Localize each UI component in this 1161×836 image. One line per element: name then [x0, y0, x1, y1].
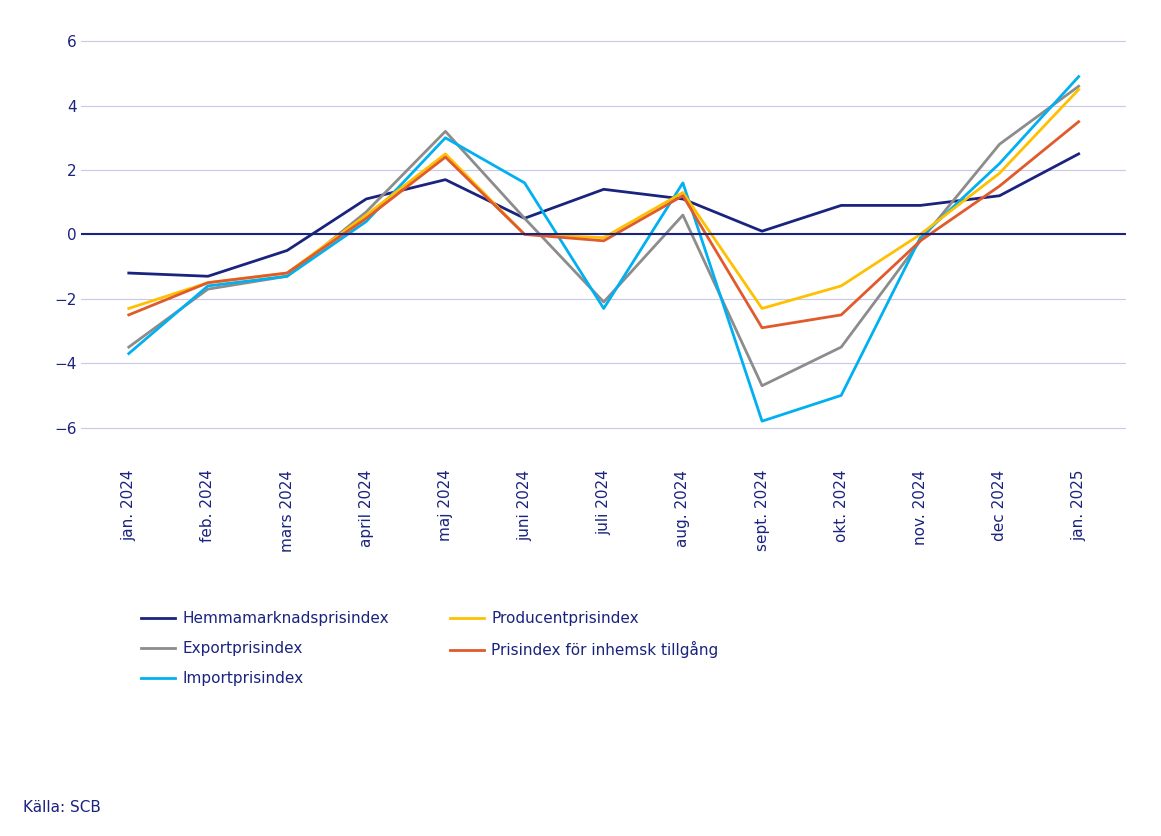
Prisindex för inhemsk tillgång	[1072, 117, 1086, 127]
Exportprisindex	[755, 380, 769, 390]
Prisindex för inhemsk tillgång	[676, 191, 690, 201]
Prisindex för inhemsk tillgång	[914, 236, 928, 246]
Hemmamarknadsprisindex	[359, 194, 373, 204]
Importprisindex	[518, 178, 532, 188]
Prisindex för inhemsk tillgång	[201, 278, 215, 288]
Prisindex för inhemsk tillgång	[359, 213, 373, 223]
Prisindex för inhemsk tillgång	[597, 236, 611, 246]
Prisindex för inhemsk tillgång	[835, 310, 849, 320]
Importprisindex	[676, 178, 690, 188]
Prisindex för inhemsk tillgång	[280, 268, 294, 278]
Exportprisindex	[676, 210, 690, 220]
Line: Prisindex för inhemsk tillgång: Prisindex för inhemsk tillgång	[129, 122, 1079, 328]
Producentprisindex	[122, 303, 136, 314]
Prisindex för inhemsk tillgång	[122, 310, 136, 320]
Hemmamarknadsprisindex	[914, 201, 928, 211]
Importprisindex	[993, 159, 1007, 169]
Prisindex för inhemsk tillgång	[755, 323, 769, 333]
Importprisindex	[201, 281, 215, 291]
Importprisindex	[755, 416, 769, 426]
Exportprisindex	[439, 126, 453, 136]
Exportprisindex	[280, 271, 294, 281]
Producentprisindex	[280, 268, 294, 278]
Hemmamarknadsprisindex	[993, 191, 1007, 201]
Importprisindex	[439, 133, 453, 143]
Hemmamarknadsprisindex	[122, 268, 136, 278]
Importprisindex	[280, 271, 294, 281]
Producentprisindex	[914, 229, 928, 239]
Producentprisindex	[439, 149, 453, 159]
Exportprisindex	[993, 140, 1007, 150]
Producentprisindex	[835, 281, 849, 291]
Hemmamarknadsprisindex	[518, 213, 532, 223]
Producentprisindex	[597, 232, 611, 242]
Hemmamarknadsprisindex	[676, 194, 690, 204]
Hemmamarknadsprisindex	[439, 175, 453, 185]
Line: Exportprisindex: Exportprisindex	[129, 86, 1079, 385]
Importprisindex	[359, 217, 373, 227]
Hemmamarknadsprisindex	[835, 201, 849, 211]
Producentprisindex	[359, 210, 373, 220]
Hemmamarknadsprisindex	[280, 246, 294, 256]
Line: Hemmamarknadsprisindex: Hemmamarknadsprisindex	[129, 154, 1079, 276]
Producentprisindex	[518, 229, 532, 239]
Prisindex för inhemsk tillgång	[439, 152, 453, 162]
Producentprisindex	[993, 168, 1007, 178]
Text: Källa: SCB: Källa: SCB	[23, 800, 101, 815]
Exportprisindex	[1072, 81, 1086, 91]
Importprisindex	[1072, 72, 1086, 82]
Hemmamarknadsprisindex	[201, 271, 215, 281]
Line: Importprisindex: Importprisindex	[129, 77, 1079, 421]
Producentprisindex	[755, 303, 769, 314]
Importprisindex	[835, 390, 849, 400]
Importprisindex	[914, 232, 928, 242]
Exportprisindex	[835, 342, 849, 352]
Exportprisindex	[201, 284, 215, 294]
Hemmamarknadsprisindex	[755, 227, 769, 237]
Importprisindex	[122, 349, 136, 359]
Producentprisindex	[201, 278, 215, 288]
Exportprisindex	[122, 342, 136, 352]
Exportprisindex	[518, 213, 532, 223]
Legend: Hemmamarknadsprisindex, Exportprisindex, Importprisindex, Producentprisindex, Pr: Hemmamarknadsprisindex, Exportprisindex,…	[142, 611, 719, 686]
Producentprisindex	[676, 187, 690, 197]
Exportprisindex	[359, 206, 373, 217]
Producentprisindex	[1072, 84, 1086, 94]
Prisindex för inhemsk tillgång	[518, 229, 532, 239]
Exportprisindex	[597, 297, 611, 307]
Hemmamarknadsprisindex	[597, 184, 611, 194]
Importprisindex	[597, 303, 611, 314]
Prisindex för inhemsk tillgång	[993, 181, 1007, 191]
Line: Producentprisindex: Producentprisindex	[129, 89, 1079, 308]
Hemmamarknadsprisindex	[1072, 149, 1086, 159]
Exportprisindex	[914, 236, 928, 246]
